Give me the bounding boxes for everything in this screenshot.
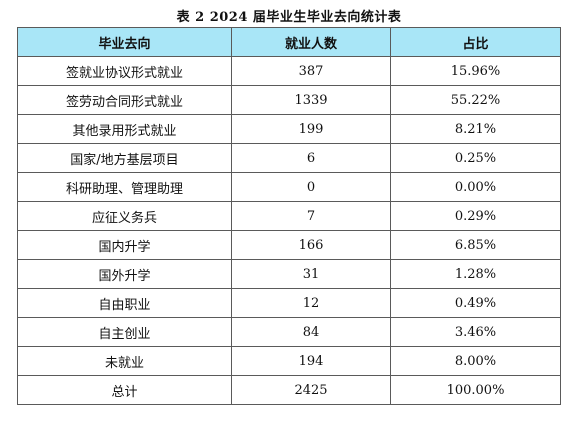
table-row: 签劳动合同形式就业 1339 55.22% (17, 85, 561, 115)
destination-cell: 国外升学 (17, 259, 232, 289)
table-caption: 表 2 2024 届毕业生毕业去向统计表 (176, 10, 402, 25)
header-ratio: 占比 (390, 27, 561, 57)
ratio-cell: 0.00% (390, 172, 561, 202)
total-ratio-cell: 100.00% (390, 375, 561, 405)
header-destination: 毕业去向 (17, 27, 232, 57)
ratio-cell: 15.96% (390, 56, 561, 86)
count-cell: 6 (231, 143, 391, 173)
ratio-cell: 0.25% (390, 143, 561, 173)
count-cell: 194 (231, 346, 391, 376)
table-row: 国内升学 166 6.85% (17, 230, 561, 260)
count-cell: 12 (231, 288, 391, 318)
table-row: 应征义务兵 7 0.29% (17, 201, 561, 231)
graduate-destination-table: 毕业去向 就业人数 占比 签就业协议形式就业 387 15.96% 签劳动合同形… (17, 27, 561, 405)
count-cell: 387 (231, 56, 391, 86)
count-cell: 7 (231, 201, 391, 231)
destination-cell: 科研助理、管理助理 (17, 172, 232, 202)
ratio-cell: 6.85% (390, 230, 561, 260)
destination-cell: 国家/地方基层项目 (17, 143, 232, 173)
destination-cell: 其他录用形式就业 (17, 114, 232, 144)
table-row: 签就业协议形式就业 387 15.96% (17, 56, 561, 86)
table-row: 自主创业 84 3.46% (17, 317, 561, 347)
table-row: 国家/地方基层项目 6 0.25% (17, 143, 561, 173)
count-cell: 199 (231, 114, 391, 144)
destination-cell: 未就业 (17, 346, 232, 376)
count-cell: 84 (231, 317, 391, 347)
table-total-row: 总计 2425 100.00% (17, 375, 561, 405)
ratio-cell: 55.22% (390, 85, 561, 115)
table-header-row: 毕业去向 就业人数 占比 (17, 27, 561, 57)
ratio-cell: 8.00% (390, 346, 561, 376)
table-row: 其他录用形式就业 199 8.21% (17, 114, 561, 144)
destination-cell: 自由职业 (17, 288, 232, 318)
total-label-cell: 总计 (17, 375, 232, 405)
header-count: 就业人数 (231, 27, 391, 57)
ratio-cell: 8.21% (390, 114, 561, 144)
count-cell: 0 (231, 172, 391, 202)
ratio-cell: 0.49% (390, 288, 561, 318)
table-row: 自由职业 12 0.49% (17, 288, 561, 318)
destination-cell: 签就业协议形式就业 (17, 56, 232, 86)
count-cell: 166 (231, 230, 391, 260)
table-row: 未就业 194 8.00% (17, 346, 561, 376)
destination-cell: 自主创业 (17, 317, 232, 347)
ratio-cell: 1.28% (390, 259, 561, 289)
destination-cell: 应征义务兵 (17, 201, 232, 231)
total-count-cell: 2425 (231, 375, 391, 405)
table-row: 国外升学 31 1.28% (17, 259, 561, 289)
count-cell: 31 (231, 259, 391, 289)
table-row: 科研助理、管理助理 0 0.00% (17, 172, 561, 202)
ratio-cell: 3.46% (390, 317, 561, 347)
destination-cell: 国内升学 (17, 230, 232, 260)
ratio-cell: 0.29% (390, 201, 561, 231)
destination-cell: 签劳动合同形式就业 (17, 85, 232, 115)
count-cell: 1339 (231, 85, 391, 115)
